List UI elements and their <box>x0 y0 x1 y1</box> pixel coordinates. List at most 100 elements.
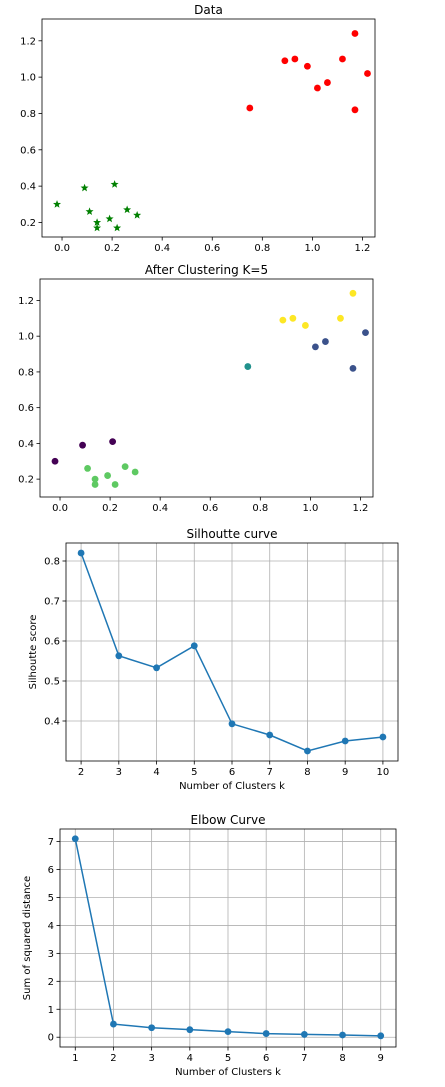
data-point <box>351 106 359 114</box>
x-tick-label: 6 <box>263 1053 269 1064</box>
data-point <box>377 1032 385 1040</box>
data-point <box>279 316 287 324</box>
y-tick-label: 7 <box>48 837 54 848</box>
x-tick-label: 9 <box>342 767 348 778</box>
y-axis-label: Silhoutte score <box>28 615 39 690</box>
x-tick-label: 0.6 <box>204 243 220 254</box>
data-point <box>324 79 331 86</box>
y-tick-label: 0.2 <box>20 218 36 229</box>
y-tick-label: 6 <box>48 865 54 876</box>
chart-title: Elbow Curve <box>191 813 266 827</box>
y-tick-label: 0.6 <box>18 403 34 414</box>
data-point <box>303 62 311 70</box>
data-point-star <box>105 214 114 223</box>
plot-frame <box>59 828 397 1048</box>
data-point <box>341 737 349 745</box>
chart-title: Silhoutte curve <box>186 527 277 541</box>
data-scatter-panel: Data 0.0 0.2 0.4 0.6 0.8 1.0 1.2 0.2 0.4 0.6 0.8 1.0… <box>0 0 445 260</box>
x-tick-label: 5 <box>225 1053 231 1064</box>
data-point <box>351 30 359 37</box>
data-point-star <box>93 223 102 232</box>
y-tick-label: 4 <box>48 921 54 932</box>
data-point <box>281 57 289 65</box>
silhouette-line-chart: Silhoutte curve 2 3 4 5 6 7 8 9 10 0.4 0.5 0.6 0.7 0.8… <box>28 527 399 792</box>
x-axis-label: Number of Clusters k <box>179 781 285 792</box>
data-point-star <box>113 223 122 232</box>
y-tick-label: 0.6 <box>20 145 36 156</box>
data-point <box>322 338 329 345</box>
data-point <box>71 835 79 843</box>
y-tick-label: 2 <box>48 977 54 988</box>
x-tick-label: 10 <box>377 767 390 778</box>
data-point <box>314 84 321 92</box>
x-tick-label: 0.0 <box>52 503 68 514</box>
data-point <box>362 329 369 337</box>
y-tick-label: 0.7 <box>44 597 60 608</box>
data-point <box>91 475 99 483</box>
data-point <box>190 642 198 650</box>
data-scatter-chart: Data 0.0 0.2 0.4 0.6 0.8 1.0 1.2 0.2 0.4 0.6 0.8 1.0… <box>20 3 376 254</box>
data-point <box>349 364 357 372</box>
x-tick-label: 6 <box>229 767 235 778</box>
y-tick-label: 1.0 <box>20 73 36 84</box>
chart-title: After Clustering K=5 <box>145 263 268 277</box>
x-tick-label: 3 <box>116 767 122 778</box>
x-tick-label: 8 <box>304 767 310 778</box>
data-point <box>51 457 59 465</box>
clusters-scatter-chart: After Clustering K=5 0.0 0.2 0.4 0.6 0.8 1.0 1.… <box>18 263 374 514</box>
data-point <box>301 322 309 329</box>
x-tick-label: 0.6 <box>202 503 218 514</box>
y-axis-label: Sum of squared distance <box>22 876 33 1000</box>
plot-frame <box>41 18 376 238</box>
data-point <box>111 481 119 488</box>
data-point <box>84 465 91 472</box>
y-tick-label: 0.2 <box>18 475 34 486</box>
data-point <box>224 1028 232 1036</box>
y-tick-label: 0.4 <box>44 717 60 728</box>
data-point <box>153 664 160 672</box>
data-point <box>131 468 139 476</box>
chart-title: Data <box>194 3 223 17</box>
x-tick-label: 1.0 <box>304 243 320 254</box>
data-point-star <box>93 218 102 226</box>
data-point <box>104 472 112 479</box>
x-tick-label: 1.2 <box>353 503 369 514</box>
x-tick-label: 4 <box>153 767 159 778</box>
x-tick-label: 7 <box>301 1053 307 1064</box>
data-point <box>337 314 344 322</box>
data-point <box>349 289 357 297</box>
x-tick-label: 0.8 <box>252 503 268 514</box>
data-point <box>186 1026 194 1034</box>
data-point <box>148 1024 156 1032</box>
data-point <box>300 1031 308 1038</box>
y-tick-label: 0 <box>48 1033 54 1044</box>
elbow-panel: Elbow Curve 1 2 3 4 5 6 7 8 9 0 1 2 3 4 5 6 7 Number of Cl… <box>0 805 445 1087</box>
data-point <box>77 549 85 557</box>
y-tick-label: 1.2 <box>20 36 36 47</box>
data-point <box>339 55 346 63</box>
data-point-star <box>133 211 142 219</box>
x-tick-label: 4 <box>187 1053 193 1064</box>
data-point-star <box>85 207 94 215</box>
x-tick-label: 1.0 <box>302 503 318 514</box>
y-tick-label: 1.2 <box>18 296 34 307</box>
y-tick-label: 1 <box>48 1005 54 1016</box>
data-point <box>379 733 387 741</box>
x-tick-label: 0.8 <box>254 243 270 254</box>
x-tick-label: 2 <box>110 1053 116 1064</box>
data-point <box>312 343 319 351</box>
data-point-star <box>123 205 132 214</box>
x-tick-label: 0.2 <box>102 503 118 514</box>
y-tick-label: 0.8 <box>20 109 36 120</box>
data-point <box>289 314 297 322</box>
data-point <box>109 438 117 446</box>
plot-frame <box>65 542 399 762</box>
x-tick-label: 0.2 <box>104 243 120 254</box>
data-point-star <box>80 183 89 192</box>
y-tick-label: 0.8 <box>44 557 60 568</box>
y-tick-label: 0.4 <box>18 439 34 450</box>
clusters-scatter-panel: After Clustering K=5 0.0 0.2 0.4 0.6 0.8 1.0 1.… <box>0 260 445 528</box>
x-tick-label: 1 <box>72 1053 78 1064</box>
y-tick-label: 1.0 <box>18 332 34 343</box>
data-point <box>364 70 371 77</box>
